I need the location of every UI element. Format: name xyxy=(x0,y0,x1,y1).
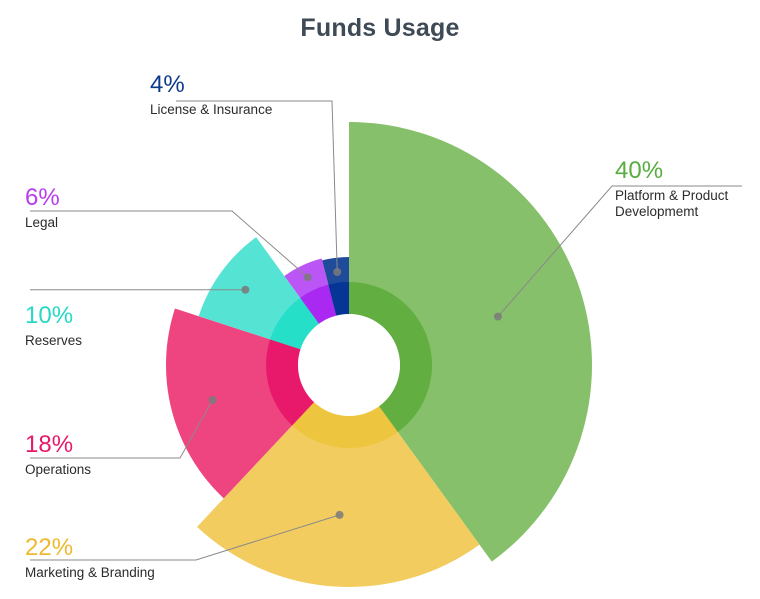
category-label-legal: Legal xyxy=(25,215,58,230)
leader-dot-license-and-insurance xyxy=(333,267,342,276)
inner-slice-marketing-and-branding xyxy=(292,402,398,448)
category-label-marketing-and-branding: Marketing & Branding xyxy=(25,565,155,580)
chart-inner-ring xyxy=(266,282,432,448)
leader-line-legal xyxy=(30,210,309,278)
chart-title: Funds Usage xyxy=(300,14,460,42)
leader-line-license-and-insurance xyxy=(176,100,338,273)
value-label-operations: 18% xyxy=(25,431,73,458)
category-label-platform-and-product-developmemt: Platform & Product xyxy=(615,188,729,203)
category-label-reserves: Reserves xyxy=(25,333,82,348)
leader-dot-operations xyxy=(208,396,217,405)
inner-slice-license-and-insurance xyxy=(328,282,349,316)
slice-marketing-and-branding xyxy=(197,402,480,587)
value-label-legal: 6% xyxy=(25,184,60,211)
leader-line-operations xyxy=(30,399,214,459)
category-label-platform-and-product-developmemt-line-2: Developmemt xyxy=(615,204,699,219)
leader-line-platform-and-product-developmemt xyxy=(497,185,742,317)
leader-dot-platform-and-product-developmemt xyxy=(493,312,502,321)
chart-center-hole xyxy=(298,314,400,416)
value-label-marketing-and-branding: 22% xyxy=(25,534,73,561)
value-label-reserves: 10% xyxy=(25,302,73,329)
inner-slice-reserves xyxy=(270,297,320,350)
leader-line-marketing-and-branding xyxy=(30,514,340,561)
leader-dot-reserves xyxy=(241,285,250,294)
value-label-license-and-insurance: 4% xyxy=(150,71,185,98)
inner-slice-platform-and-product-developmemt xyxy=(349,282,432,433)
category-label-license-and-insurance: License & Insurance xyxy=(150,102,272,117)
inner-slice-legal xyxy=(300,284,337,324)
slice-platform-and-product-developmemt xyxy=(349,122,592,562)
chart-leader-lines xyxy=(30,100,742,561)
inner-slice-operations xyxy=(266,339,315,426)
leader-dot-legal xyxy=(303,273,312,282)
category-label-operations: Operations xyxy=(25,462,91,477)
leader-dot-marketing-and-branding xyxy=(335,510,344,519)
value-label-platform-and-product-developmemt: 40% xyxy=(615,157,663,184)
